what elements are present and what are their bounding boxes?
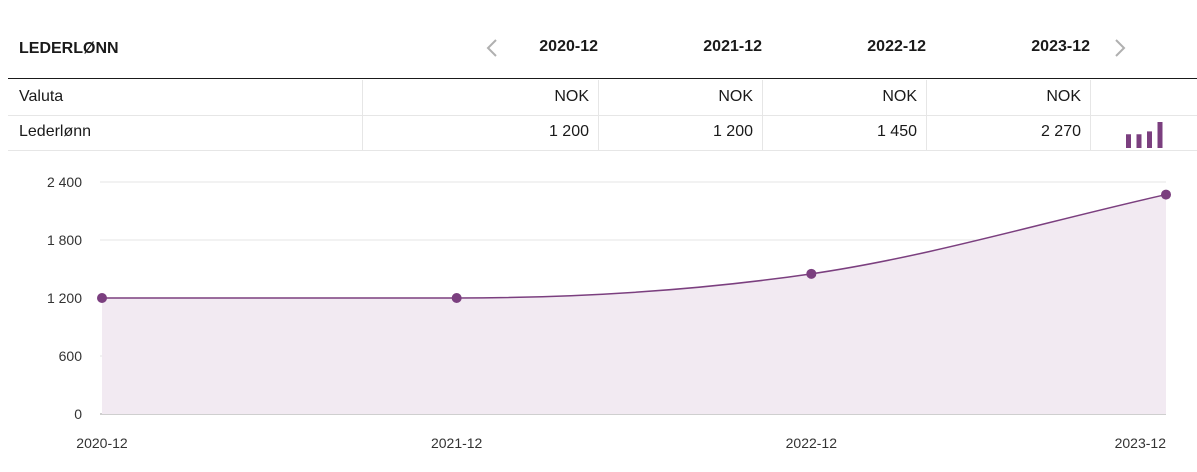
data-point[interactable] (1161, 189, 1171, 200)
row-label: Valuta (19, 88, 64, 105)
cell-value: 1 450 (876, 123, 917, 140)
bar-chart-icon[interactable] (1124, 121, 1168, 149)
cell-value: 1 200 (548, 123, 589, 140)
series-line (102, 193, 1167, 299)
cell-value: NOK (1046, 88, 1081, 105)
prev-period-button[interactable] (481, 36, 505, 60)
next-period-button[interactable] (1107, 36, 1131, 60)
period-header-2022-12: 2022-12 (867, 38, 926, 55)
x-tick-label: 2022-12 (786, 435, 838, 451)
sparkline-bar (1136, 134, 1142, 148)
area-chart: 0 600 1 200 1 800 2 400 2020-12 2021-12 2022-1… (47, 174, 1171, 451)
period-header-2023-12: 2023-12 (1031, 38, 1090, 55)
table-row-lederlonn: Lederlønn 1 200 1 200 1 450 2 270 (8, 115, 1197, 151)
y-axis-ticks: 0 600 1 200 1 800 2 400 (47, 174, 82, 422)
y-tick-label: 2 400 (47, 174, 82, 190)
data-point[interactable] (806, 268, 817, 279)
sparkline-bar (1126, 134, 1131, 148)
data-points (97, 189, 1171, 303)
data-point[interactable] (451, 293, 462, 303)
y-tick-label: 600 (59, 348, 83, 364)
table-header: LEDERLØNN 2020-12 2021-12 2022-12 2023-1… (8, 28, 1197, 79)
table-cell: NOK (362, 80, 599, 115)
table-cell: NOK (762, 80, 927, 115)
cell-value: NOK (554, 88, 589, 105)
cell-value: NOK (882, 88, 917, 105)
table-title: LEDERLØNN (19, 40, 119, 57)
x-axis-ticks: 2020-12 2021-12 2022-12 2023-12 (76, 435, 1166, 451)
table-cell: 1 200 (362, 115, 599, 150)
chevron-right-icon (1115, 39, 1126, 57)
table-cell: NOK (598, 80, 763, 115)
table-cell: 1 450 (762, 115, 927, 150)
cell-value: 2 270 (1040, 123, 1081, 140)
table-cell: 1 200 (598, 115, 763, 150)
period-header-2021-12: 2021-12 (703, 38, 762, 55)
table-cell: 2 270 (926, 115, 1091, 150)
y-tick-label: 1 800 (47, 232, 82, 248)
sparkline-bar (1147, 131, 1152, 148)
y-tick-label: 0 (74, 406, 82, 422)
period-header-2020-12: 2020-12 (539, 38, 598, 55)
table-cell: NOK (926, 80, 1091, 115)
y-tick-label: 1 200 (47, 290, 82, 306)
area-fill (102, 194, 1166, 414)
cell-value: 1 200 (712, 123, 753, 140)
chevron-left-icon (486, 39, 497, 57)
row-label: Lederlønn (19, 123, 92, 140)
table-row-valuta: Valuta NOK NOK NOK NOK (8, 80, 1197, 116)
table-cell (1090, 115, 1197, 150)
x-tick-label: 2023-12 (1115, 435, 1167, 451)
x-tick-label: 2021-12 (431, 435, 483, 451)
data-point[interactable] (97, 293, 107, 303)
x-tick-label: 2020-12 (76, 435, 128, 451)
cell-value: NOK (718, 88, 753, 105)
table-cell (1090, 80, 1197, 115)
sparkline-bar (1157, 122, 1163, 148)
